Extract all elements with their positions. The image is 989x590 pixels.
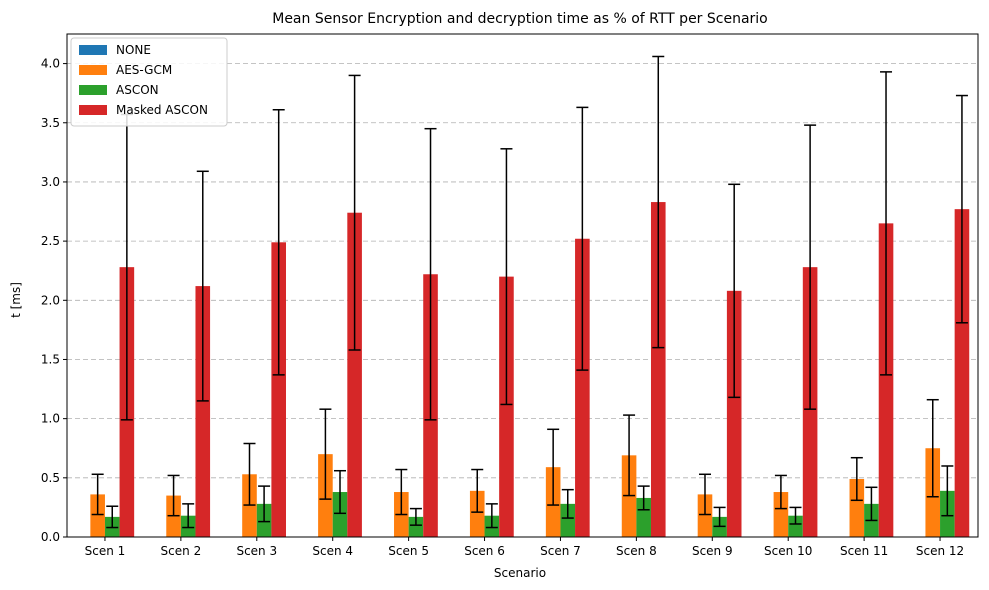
bar [636,497,651,537]
bar [195,286,211,537]
bar [560,503,576,537]
legend-box [70,37,228,127]
bar [697,494,713,537]
y-tick-label: 1.0 [41,412,60,426]
legend: NONE AES-GCM ASCON Masked ASCON [70,37,228,127]
bar [90,494,105,537]
bar [788,515,803,537]
x-tick-label: Scen 7 [540,544,581,558]
y-axis: 0.0 0.5 1.0 1.5 2.0 2.5 3.0 3.5 4.0 [41,57,67,544]
legend-swatch [79,105,107,115]
legend-swatch [79,45,107,55]
x-tick-label: Scen 3 [236,544,277,558]
x-tick-label: Scen 8 [616,544,657,558]
x-tick-label: Scen 12 [916,544,964,558]
y-tick-label: 0.5 [41,471,60,485]
x-tick-label: Scen 4 [312,544,353,558]
y-tick-label: 2.5 [41,234,60,248]
y-tick-label: 0.0 [41,530,60,544]
y-tick-label: 2.0 [41,293,60,307]
y-tick-label: 4.0 [41,57,60,71]
legend-label: AES-GCM [116,63,172,77]
bar [878,223,894,538]
x-tick-label: Scen 11 [840,544,888,558]
y-tick-label: 3.5 [41,116,60,130]
bar [650,202,666,538]
x-axis-label: Scenario [494,566,546,580]
y-tick-label: 3.0 [41,175,60,189]
legend-label: Masked ASCON [116,103,208,117]
bar [499,276,514,537]
chart-title: Mean Sensor Encryption and decryption ti… [272,11,768,27]
bar [469,490,485,537]
error-bars-group [91,55,968,529]
legend-label: ASCON [116,83,159,97]
bar [954,209,970,537]
bars-group [75,202,970,538]
x-tick-label: Scen 2 [161,544,202,558]
legend-swatch [79,65,107,75]
x-tick-label: Scen 5 [388,544,429,558]
bar [849,479,865,537]
y-tick-label: 1.5 [41,352,60,366]
x-tick-label: Scen 1 [85,544,126,558]
bar [332,492,348,537]
bar [773,492,789,537]
bar [408,516,424,537]
plot-frame [66,33,979,538]
x-tick-label: Scen 6 [464,544,505,558]
bar [575,238,590,537]
legend-label: NONE [116,43,151,57]
x-tick-label: Scen 10 [764,544,812,558]
y-axis-label: t [ms] [9,282,23,318]
legend-swatch [79,85,107,95]
bar [726,290,742,537]
bar [347,212,362,537]
x-axis: Scen 1 Scen 2 Scen 3 Scen 4 Scen 5 Scen 6 Scen… [85,537,964,558]
bar [271,242,286,537]
x-tick-label: Scen 9 [692,544,733,558]
